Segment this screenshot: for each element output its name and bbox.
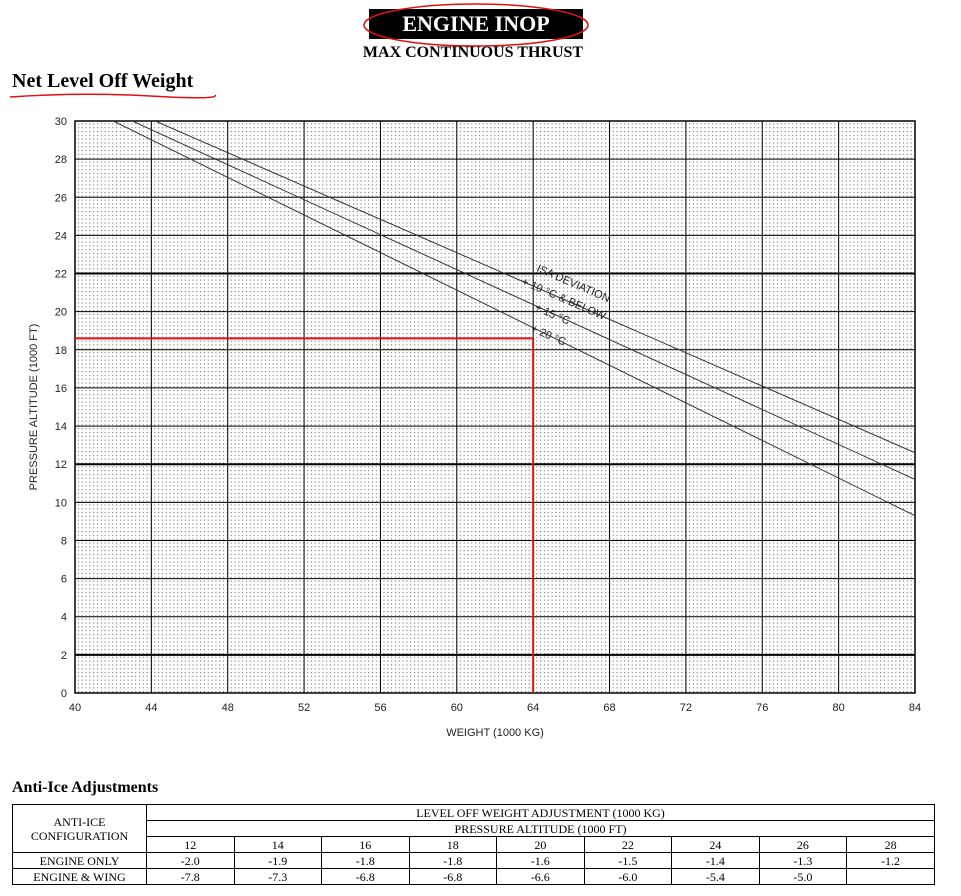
cell: -6.8 <box>408 868 498 885</box>
x-tick-label: 68 <box>603 702 615 714</box>
column-header: 24 <box>671 836 760 853</box>
x-tick-label: 64 <box>527 702 539 714</box>
row-label: ENGINE ONLY <box>12 852 147 869</box>
column-header: 18 <box>408 836 498 853</box>
x-tick-label: 44 <box>145 702 157 714</box>
y-tick-label: 4 <box>61 612 67 624</box>
column-header: 14 <box>233 836 323 853</box>
y-tick-label: 16 <box>55 383 67 395</box>
y-tick-label: 26 <box>55 192 67 204</box>
cell: -7.8 <box>146 868 235 885</box>
cell: -1.9 <box>233 852 323 869</box>
adjustment-table: ANTI-ICE CONFIGURATION LEVEL OFF WEIGHT A… <box>12 804 935 885</box>
x-tick-label: 56 <box>374 702 386 714</box>
cell: -1.2 <box>846 852 935 869</box>
cell: -1.3 <box>758 852 848 869</box>
column-header: 12 <box>146 836 235 853</box>
y-tick-label: 28 <box>55 154 67 166</box>
table-title: Anti-Ice Adjustments <box>12 779 159 796</box>
x-tick-label: 60 <box>451 702 463 714</box>
cell: -1.4 <box>671 852 760 869</box>
x-tick-label: 76 <box>756 702 768 714</box>
cell: -1.6 <box>496 852 585 869</box>
y-tick-label: 12 <box>55 459 67 471</box>
cell: -1.5 <box>583 852 673 869</box>
deviation-line <box>112 120 916 517</box>
plot-background <box>74 120 916 694</box>
column-header: 28 <box>846 836 935 853</box>
cell: -1.8 <box>321 852 410 869</box>
column-header: 22 <box>583 836 673 853</box>
x-tick-label: 40 <box>69 702 81 714</box>
y-tick-label: 30 <box>55 116 67 128</box>
page-title: ENGINE INOP <box>369 9 583 39</box>
cell: -5.4 <box>671 868 760 885</box>
y-tick-label: 6 <box>61 574 67 586</box>
y-tick-label: 8 <box>61 535 67 547</box>
deviation-line <box>154 120 916 454</box>
x-tick-label: 84 <box>909 702 921 714</box>
x-axis-label: WEIGHT (1000 KG) <box>446 727 544 739</box>
x-tick-label: 52 <box>298 702 310 714</box>
row-label: ENGINE & WING <box>12 868 147 885</box>
config-header: ANTI-ICE CONFIGURATION <box>12 804 147 853</box>
x-tick-label: 80 <box>833 702 845 714</box>
cell: -2.0 <box>146 852 235 869</box>
column-header: 26 <box>758 836 848 853</box>
y-axis-label: PRESSURE ALTITUDE (1000 FT) <box>28 324 40 491</box>
column-header: 16 <box>321 836 410 853</box>
y-tick-label: 22 <box>55 269 67 281</box>
sub-header: PRESSURE ALTITUDE (1000 FT) <box>146 820 935 837</box>
y-tick-label: 24 <box>55 230 67 242</box>
deviation-line <box>132 120 916 480</box>
empty-cell <box>846 868 935 885</box>
y-tick-label: 0 <box>61 688 67 700</box>
cell: -7.3 <box>233 868 323 885</box>
y-tick-label: 14 <box>55 421 67 433</box>
annotation-circle <box>363 3 589 47</box>
x-tick-label: 72 <box>680 702 692 714</box>
cell: -6.6 <box>496 868 585 885</box>
y-tick-label: 2 <box>61 650 67 662</box>
cell: -1.8 <box>408 852 498 869</box>
x-tick-label: 48 <box>222 702 234 714</box>
y-tick-label: 10 <box>55 497 67 509</box>
y-tick-label: 20 <box>55 307 67 319</box>
y-tick-label: 18 <box>55 345 67 357</box>
page-subtitle: MAX CONTINUOUS THRUST <box>362 44 584 61</box>
chart-title: Net Level Off Weight <box>12 70 194 92</box>
group-header: LEVEL OFF WEIGHT ADJUSTMENT (1000 KG) <box>146 804 935 821</box>
column-header: 20 <box>496 836 585 853</box>
cell: -6.0 <box>583 868 673 885</box>
cell: -5.0 <box>758 868 848 885</box>
annotation-underline <box>9 93 216 99</box>
cell: -6.8 <box>321 868 410 885</box>
